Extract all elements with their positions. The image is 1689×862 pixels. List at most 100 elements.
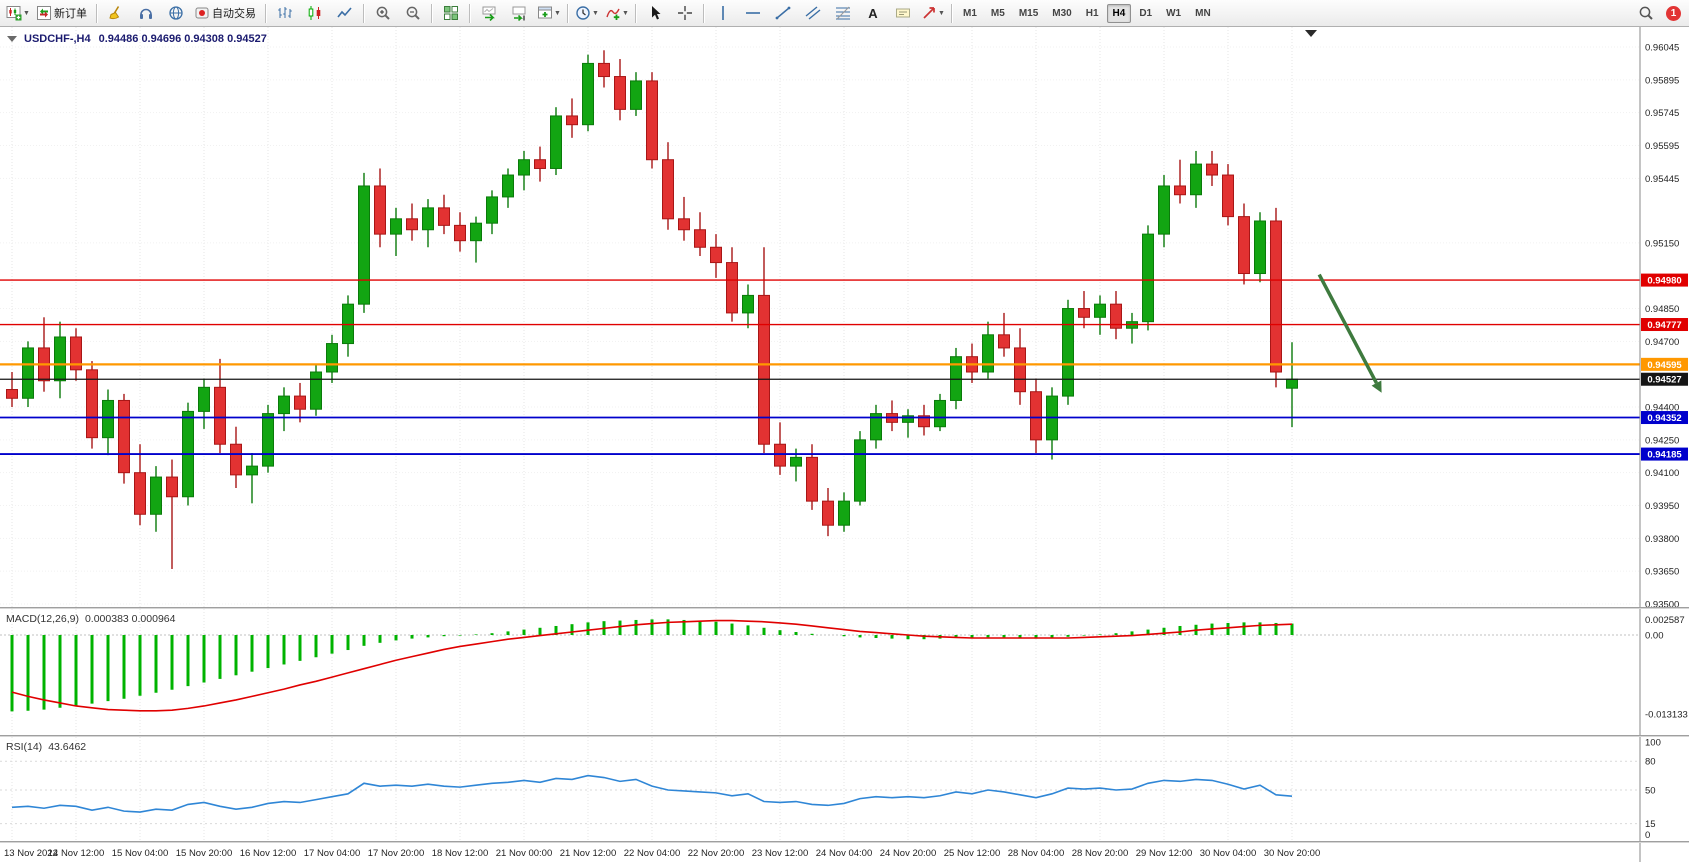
rsi-axis-label: 50 bbox=[1645, 786, 1656, 797]
candle-body bbox=[726, 262, 738, 314]
cursor-button[interactable] bbox=[640, 1, 670, 26]
line-chart-button[interactable] bbox=[330, 1, 360, 26]
macd-axis[interactable]: 0.002587 0.00 -0.013133 bbox=[1639, 609, 1688, 735]
candle-body bbox=[678, 218, 690, 231]
rsi-grid bbox=[0, 737, 1640, 841]
search-icon bbox=[1639, 6, 1653, 20]
channel-icon bbox=[805, 6, 821, 20]
timeframe-button-h1[interactable]: H1 bbox=[1085, 7, 1099, 19]
new-window-button[interactable]: ▼ bbox=[534, 1, 564, 26]
price-chart-panel[interactable]: 0.96045 0.95895 0.95745 0.95595 0.95445 0.951… bbox=[0, 27, 1689, 607]
rsi-axis[interactable]: 100 80 50 150 bbox=[1639, 737, 1661, 841]
price-tag-0.94595 bbox=[1641, 357, 1688, 371]
timeframe-button-h4[interactable]: H4 bbox=[1106, 3, 1132, 23]
price-tag-0.94185 bbox=[1641, 447, 1688, 461]
toolbar-separator bbox=[469, 3, 471, 23]
panel-splitter[interactable] bbox=[0, 735, 1689, 737]
rsi-panel[interactable]: 100 80 50 150 RSI(14) 43.6462 bbox=[0, 737, 1689, 841]
notification-badge[interactable]: 1 bbox=[1666, 5, 1681, 21]
trend-arrow-object[interactable] bbox=[1317, 273, 1382, 393]
toolbar-separator bbox=[363, 3, 365, 23]
candle-body bbox=[902, 415, 914, 423]
crosshair-button[interactable] bbox=[670, 1, 700, 26]
candle-body bbox=[774, 443, 786, 467]
candle-body bbox=[934, 399, 946, 428]
zoom-out-button[interactable] bbox=[398, 1, 428, 26]
auto-trading-button-label: 自动交易 bbox=[212, 8, 256, 20]
new-order-button-label: 新订单 bbox=[54, 8, 87, 20]
horizontal-line-objects[interactable] bbox=[0, 279, 1640, 455]
candle-chart-button[interactable] bbox=[300, 1, 330, 26]
cursor-icon bbox=[652, 6, 661, 20]
candles-icon bbox=[308, 6, 321, 20]
quick-trade-toggle-icon[interactable] bbox=[7, 36, 17, 42]
candle-body bbox=[854, 439, 866, 502]
channel-button[interactable] bbox=[798, 1, 828, 26]
search-button[interactable] bbox=[1631, 1, 1661, 26]
trendline-button[interactable] bbox=[768, 1, 798, 26]
chart-grid bbox=[0, 27, 1640, 607]
arrows-button[interactable]: ▼ bbox=[918, 1, 948, 26]
panel-splitter[interactable] bbox=[0, 841, 1689, 843]
candle-body bbox=[1222, 174, 1234, 218]
time-label: 17 Nov 04:00 bbox=[304, 848, 361, 859]
headset-button[interactable] bbox=[131, 1, 161, 26]
zoom-out-icon bbox=[406, 6, 420, 20]
tile-windows-button[interactable] bbox=[436, 1, 466, 26]
fibonacci-button[interactable] bbox=[828, 1, 858, 26]
toolbar-separator bbox=[431, 3, 433, 23]
new-chart-button[interactable]: ▼ bbox=[3, 1, 33, 26]
timeframe-button-m15[interactable]: M15 bbox=[1018, 7, 1039, 19]
line-icon bbox=[337, 7, 352, 18]
timeframe-button-m30[interactable]: M30 bbox=[1052, 7, 1072, 19]
vertical-line-button[interactable] bbox=[708, 1, 738, 26]
macd-label: MACD(12,26,9) 0.000383 0.000964 bbox=[6, 613, 176, 625]
candle-body bbox=[758, 294, 770, 445]
horizontal-line-button[interactable] bbox=[738, 1, 768, 26]
candle-body bbox=[838, 500, 850, 526]
rsi-label: RSI(14) 43.6462 bbox=[6, 741, 86, 753]
indicators-button[interactable]: ▼ bbox=[602, 1, 632, 26]
auto-scroll-button[interactable] bbox=[474, 1, 504, 26]
time-label: 28 Nov 04:00 bbox=[1008, 848, 1065, 859]
chart-candles-icon bbox=[6, 6, 22, 21]
autotrade-icon bbox=[195, 7, 209, 19]
candle-body bbox=[150, 476, 162, 515]
candle-body bbox=[1190, 163, 1202, 196]
new-order-button[interactable]: 新订单 bbox=[33, 1, 93, 26]
macd-panel[interactable]: 0.002587 0.00 -0.013133 MACD(12,26,9) 0.000… bbox=[0, 609, 1689, 735]
globe-icon bbox=[169, 6, 183, 20]
svg-text:0.94777: 0.94777 bbox=[1647, 320, 1681, 331]
community-button[interactable] bbox=[161, 1, 191, 26]
candle-body bbox=[102, 399, 114, 439]
candle-body bbox=[278, 395, 290, 415]
candle-body bbox=[310, 371, 322, 410]
timeframe-button-w1[interactable]: W1 bbox=[1166, 7, 1182, 19]
auto-trading-button[interactable]: 自动交易 bbox=[191, 1, 262, 26]
period-dropdown-button[interactable]: ▼ bbox=[572, 1, 602, 26]
text-a-icon: A bbox=[868, 6, 878, 21]
price-axis[interactable]: 0.96045 0.95895 0.95745 0.95595 0.95445 0.951… bbox=[1639, 27, 1679, 607]
text-button[interactable]: A bbox=[858, 1, 888, 26]
timeframe-button-d1[interactable]: D1 bbox=[1139, 7, 1153, 19]
bar-chart-button[interactable] bbox=[270, 1, 300, 26]
time-label: 29 Nov 12:00 bbox=[1136, 848, 1193, 859]
text-label-button[interactable] bbox=[888, 1, 918, 26]
candle-body bbox=[358, 185, 370, 305]
svg-text:0.94185: 0.94185 bbox=[1647, 450, 1682, 461]
candle-body bbox=[742, 294, 754, 314]
macd-grid bbox=[0, 609, 1640, 735]
price-tag-0.94352 bbox=[1641, 411, 1688, 425]
candle-body bbox=[486, 196, 498, 224]
zoom-in-button[interactable] bbox=[368, 1, 398, 26]
chart-shift-button[interactable] bbox=[504, 1, 534, 26]
timeframe-button-mn[interactable]: MN bbox=[1195, 7, 1211, 19]
candle-body bbox=[518, 159, 530, 176]
arrow-obj-icon bbox=[923, 7, 935, 19]
broom-button[interactable] bbox=[101, 1, 131, 26]
panel-splitter[interactable] bbox=[0, 607, 1689, 609]
timeframe-button-m1[interactable]: M1 bbox=[963, 7, 977, 19]
candle-body bbox=[118, 399, 130, 474]
timeframe-button-m5[interactable]: M5 bbox=[990, 7, 1005, 19]
